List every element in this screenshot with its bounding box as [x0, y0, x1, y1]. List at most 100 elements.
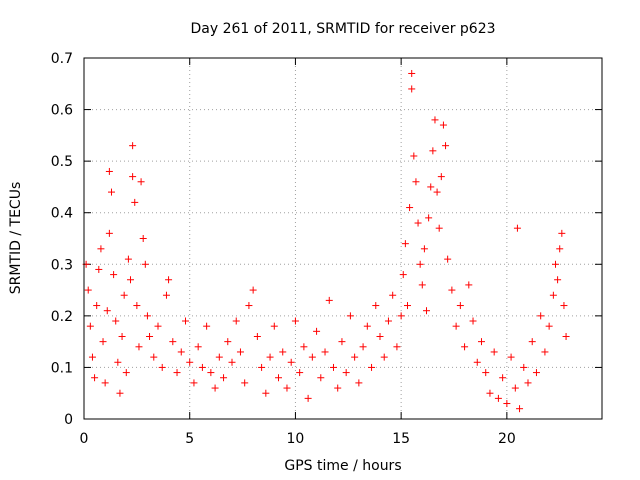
- data-point: [435, 224, 443, 232]
- data-point: [406, 204, 414, 212]
- data-point: [93, 302, 101, 310]
- data-point: [401, 240, 409, 248]
- data-point: [554, 276, 562, 284]
- x-tick-label: 0: [80, 431, 89, 447]
- data-point: [507, 353, 515, 361]
- data-point: [135, 343, 143, 351]
- data-point: [120, 291, 128, 299]
- data-point: [207, 369, 215, 377]
- data-point: [131, 198, 139, 206]
- chart-title: Day 261 of 2011, SRMTID for receiver p62…: [190, 21, 495, 37]
- data-point: [127, 276, 135, 284]
- data-point: [165, 276, 173, 284]
- data-point: [469, 317, 477, 325]
- data-point: [97, 245, 105, 253]
- data-point: [558, 229, 566, 237]
- data-point: [86, 322, 94, 330]
- data-point: [186, 358, 194, 366]
- data-point: [287, 358, 295, 366]
- data-point: [486, 389, 494, 397]
- data-point: [423, 307, 431, 315]
- data-point: [528, 338, 536, 346]
- data-point: [103, 307, 111, 315]
- data-point: [524, 379, 532, 387]
- data-point: [473, 358, 481, 366]
- data-point: [346, 312, 354, 320]
- data-point: [355, 379, 363, 387]
- data-point: [224, 338, 232, 346]
- data-point: [177, 348, 185, 356]
- x-tick-label: 5: [185, 431, 194, 447]
- data-point: [393, 343, 401, 351]
- data-point: [283, 384, 291, 392]
- data-point: [511, 384, 519, 392]
- data-point: [141, 260, 149, 268]
- data-point: [448, 286, 456, 294]
- data-point: [110, 271, 118, 279]
- y-tick-label: 0.1: [51, 360, 73, 376]
- data-point: [258, 363, 266, 371]
- data-point: [380, 353, 388, 361]
- data-point: [105, 167, 113, 175]
- data-point: [321, 348, 329, 356]
- data-point: [490, 348, 498, 356]
- data-point: [334, 384, 342, 392]
- data-point: [150, 353, 158, 361]
- data-point: [325, 296, 333, 304]
- data-point: [266, 353, 274, 361]
- data-point: [503, 400, 511, 408]
- data-point: [139, 235, 147, 242]
- x-tick-label: 10: [287, 431, 305, 447]
- data-point: [560, 302, 568, 310]
- data-point: [410, 152, 418, 160]
- data-point: [408, 85, 416, 93]
- data-point: [376, 332, 384, 340]
- data-point: [114, 358, 122, 366]
- data-point: [308, 353, 316, 361]
- grid: [84, 58, 602, 419]
- data-point: [452, 322, 460, 330]
- data-point: [372, 302, 380, 310]
- y-tick-label: 0.7: [51, 51, 73, 67]
- data-point: [414, 219, 422, 227]
- data-point: [99, 338, 107, 346]
- data-point: [482, 369, 490, 377]
- data-point: [329, 363, 337, 371]
- x-axis-label: GPS time / hours: [284, 458, 401, 474]
- data-point: [249, 286, 257, 294]
- y-tick-label: 0.4: [51, 206, 73, 222]
- data-point: [173, 369, 181, 377]
- data-points: [82, 69, 570, 413]
- data-point: [403, 302, 411, 310]
- data-point: [181, 317, 189, 325]
- data-point: [418, 281, 426, 289]
- data-point: [549, 291, 557, 299]
- data-point: [456, 302, 464, 310]
- data-point: [275, 374, 283, 382]
- data-point: [124, 255, 132, 263]
- y-axis-label: SRMTID / TECUs: [8, 182, 24, 295]
- data-point: [368, 363, 376, 371]
- data-point: [420, 245, 428, 253]
- data-point: [545, 322, 553, 330]
- data-point: [556, 245, 564, 253]
- data-point: [499, 374, 507, 382]
- data-point: [431, 116, 439, 124]
- data-point: [220, 374, 228, 382]
- data-point: [162, 291, 170, 299]
- data-point: [551, 260, 559, 268]
- y-tick-label: 0.5: [51, 154, 73, 170]
- data-point: [461, 343, 469, 351]
- data-point: [107, 188, 115, 196]
- data-point: [313, 327, 321, 335]
- data-point: [112, 317, 120, 325]
- data-point: [211, 384, 219, 392]
- axis-ticks: 0 0.1 0.2 0.3 0.4 0.5 0.6 0.7 0 5 10 15 20: [51, 51, 602, 447]
- data-point: [198, 363, 206, 371]
- data-point: [129, 142, 137, 150]
- data-point: [412, 178, 420, 186]
- data-point: [279, 348, 287, 356]
- data-point: [384, 317, 392, 325]
- data-point: [537, 312, 545, 320]
